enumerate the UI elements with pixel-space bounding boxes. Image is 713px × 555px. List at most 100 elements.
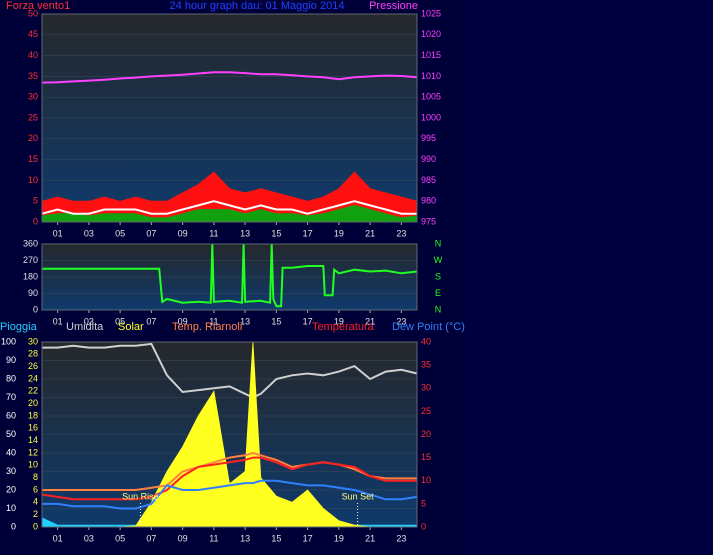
x-tick-label: 05 bbox=[115, 228, 125, 238]
x-tick-label: 09 bbox=[178, 228, 188, 238]
y3-tick-label: 30 bbox=[28, 336, 38, 346]
y2-tick-label: 40 bbox=[421, 336, 431, 346]
series-line bbox=[42, 479, 418, 510]
y2-tick-label: 25 bbox=[421, 406, 431, 416]
y3-tick-label: 24 bbox=[28, 373, 38, 383]
y2-tick-label: S bbox=[435, 271, 441, 281]
x-tick-label: 07 bbox=[146, 316, 156, 326]
legend-entry: Temp. Riarnoli bbox=[172, 321, 242, 333]
y2-tick-label: N bbox=[435, 304, 442, 314]
y2-tick-label: 1025 bbox=[421, 8, 441, 18]
x-tick-label: 05 bbox=[115, 316, 125, 326]
x-tick-label: 21 bbox=[365, 316, 375, 326]
y3-tick-label: 0 bbox=[33, 521, 38, 531]
y-tick-label: 40 bbox=[6, 447, 16, 457]
y2-tick-label: N bbox=[435, 238, 442, 248]
x-tick-label: 07 bbox=[146, 533, 156, 543]
x-tick-label: 11 bbox=[209, 316, 218, 326]
x-tick-label: 11 bbox=[209, 228, 218, 238]
y-tick-label: 40 bbox=[28, 50, 38, 60]
x-tick-label: 19 bbox=[334, 228, 344, 238]
x-tick-label: 15 bbox=[271, 228, 281, 238]
y2-tick-label: 10 bbox=[421, 475, 431, 485]
y-tick-label: 10 bbox=[28, 175, 38, 185]
annotation: Sun Rise bbox=[122, 491, 159, 501]
y-tick-label: 50 bbox=[28, 8, 38, 18]
legend-entry: Dew Point (°C) bbox=[392, 321, 465, 333]
y2-tick-label: 980 bbox=[421, 196, 436, 206]
x-tick-label: 13 bbox=[240, 533, 250, 543]
y-tick-label: 0 bbox=[33, 304, 38, 314]
y2-tick-label: 990 bbox=[421, 154, 436, 164]
x-tick-label: 19 bbox=[334, 533, 344, 543]
x-tick-label: 23 bbox=[396, 316, 406, 326]
x-tick-label: 17 bbox=[303, 316, 313, 326]
y2-tick-label: 20 bbox=[421, 429, 431, 439]
x-tick-label: 01 bbox=[53, 533, 63, 543]
y3-tick-label: 18 bbox=[28, 410, 38, 420]
x-tick-label: 05 bbox=[115, 533, 125, 543]
x-tick-label: 21 bbox=[365, 533, 375, 543]
y-tick-label: 35 bbox=[28, 71, 38, 81]
y-tick-label: 20 bbox=[28, 133, 38, 143]
y-tick-label: 45 bbox=[28, 29, 38, 39]
y2-tick-label: 1010 bbox=[421, 71, 441, 81]
y2-tick-label: 0 bbox=[421, 521, 426, 531]
plot-frame bbox=[41, 243, 418, 311]
series-line bbox=[41, 71, 418, 84]
y2-tick-label: 1005 bbox=[421, 92, 441, 102]
y3-tick-label: 10 bbox=[28, 460, 38, 470]
y3-tick-label: 4 bbox=[33, 497, 38, 507]
legend-entry: Solar bbox=[118, 321, 144, 333]
x-tick-label: 03 bbox=[84, 533, 94, 543]
y2-tick-label: 975 bbox=[421, 216, 436, 226]
x-tick-label: 17 bbox=[303, 228, 313, 238]
y-tick-label: 20 bbox=[6, 484, 16, 494]
y2-tick-label: 1015 bbox=[421, 50, 441, 60]
y-tick-label: 90 bbox=[6, 355, 16, 365]
series-line bbox=[41, 456, 417, 501]
y-tick-label: 0 bbox=[33, 216, 38, 226]
x-tick-label: 07 bbox=[146, 228, 156, 238]
y2-tick-label: 985 bbox=[421, 175, 436, 185]
y-tick-label: 25 bbox=[28, 112, 38, 122]
y2-tick-label: 1020 bbox=[421, 29, 441, 39]
x-tick-label: 19 bbox=[334, 316, 344, 326]
plot-frame bbox=[41, 341, 418, 528]
y2-tick-label: W bbox=[434, 255, 443, 265]
legend-entry: Umidita bbox=[66, 321, 104, 333]
x-tick-label: 01 bbox=[53, 228, 63, 238]
y-tick-label: 80 bbox=[6, 373, 16, 383]
y2-tick-label: 995 bbox=[421, 133, 436, 143]
legend-entry: Pioggia bbox=[0, 321, 38, 333]
y3-tick-label: 12 bbox=[28, 447, 38, 457]
y-tick-label: 70 bbox=[6, 392, 16, 402]
y3-tick-label: 14 bbox=[28, 435, 38, 445]
y2-tick-label: E bbox=[435, 288, 441, 298]
y-tick-label: 15 bbox=[28, 154, 38, 164]
y-tick-label: 5 bbox=[33, 196, 38, 206]
x-tick-label: 01 bbox=[53, 316, 63, 326]
y3-tick-label: 16 bbox=[28, 423, 38, 433]
y-tick-label: 360 bbox=[23, 238, 38, 248]
x-tick-label: 11 bbox=[209, 533, 218, 543]
y-tick-label: 180 bbox=[23, 271, 38, 281]
y2-axis-title: Pressione bbox=[369, 0, 418, 12]
y2-tick-label: 15 bbox=[421, 452, 431, 462]
x-tick-label: 13 bbox=[240, 228, 250, 238]
plot-frame bbox=[41, 13, 418, 223]
chart-title: 24 hour graph dau: 01 Maggio 2014 bbox=[170, 0, 345, 12]
y-tick-label: 30 bbox=[6, 466, 16, 476]
series-area bbox=[41, 204, 418, 223]
x-tick-label: 03 bbox=[84, 228, 94, 238]
x-tick-label: 17 bbox=[303, 533, 313, 543]
series-line bbox=[42, 243, 418, 308]
y-tick-label: 10 bbox=[6, 503, 16, 513]
x-tick-label: 09 bbox=[178, 533, 188, 543]
x-tick-label: 21 bbox=[365, 228, 375, 238]
series-line bbox=[41, 200, 417, 215]
series-line bbox=[42, 451, 417, 491]
x-tick-label: 23 bbox=[396, 533, 406, 543]
x-tick-label: 03 bbox=[84, 316, 94, 326]
